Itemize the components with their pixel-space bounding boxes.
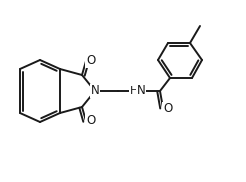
Text: O: O (163, 102, 173, 116)
Text: N: N (91, 84, 99, 98)
Text: H: H (134, 86, 142, 96)
Text: H: H (130, 86, 138, 96)
Text: N: N (137, 84, 145, 98)
Text: O: O (86, 54, 96, 68)
Text: O: O (86, 114, 96, 128)
